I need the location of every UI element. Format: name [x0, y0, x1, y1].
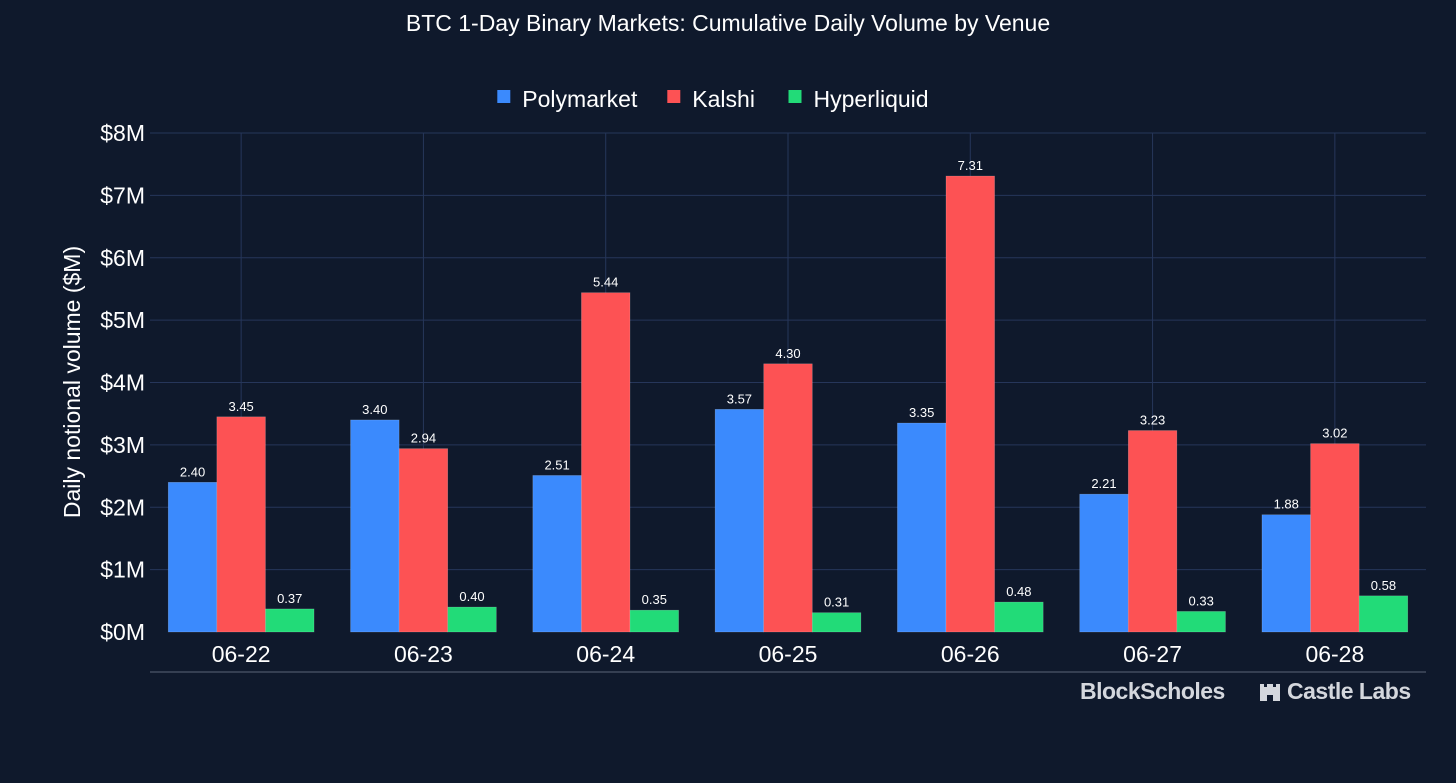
bar-kalshi-06-22	[216, 416, 266, 633]
y-tick-label: $7M	[100, 182, 145, 208]
y-tick-label: $1M	[100, 557, 145, 583]
data-label-polymarket: 1.88	[1274, 497, 1299, 512]
bar-hyperliquid-06-25	[811, 612, 862, 633]
data-label-kalshi: 3.45	[228, 399, 253, 414]
data-label-hyperliquid: 0.33	[1189, 593, 1214, 608]
data-label-kalshi: 3.02	[1322, 426, 1347, 441]
bar-kalshi-06-23	[398, 448, 449, 633]
legend-swatch-polymarket	[497, 90, 511, 103]
bar-polymarket-06-25	[714, 409, 764, 633]
y-tick-label: $8M	[100, 120, 145, 146]
data-label-polymarket: 3.57	[727, 391, 752, 406]
data-label-hyperliquid: 0.31	[824, 595, 849, 610]
data-label-polymarket: 3.35	[909, 405, 934, 420]
data-label-hyperliquid: 0.58	[1371, 578, 1396, 593]
legend-swatch-kalshi	[667, 90, 681, 103]
data-label-kalshi: 7.31	[958, 158, 983, 173]
castle-icon	[1260, 683, 1280, 701]
x-tick-label: 06-22	[212, 641, 271, 667]
x-tick-label: 06-25	[759, 641, 818, 667]
blockscholes-logo: BlockScholes	[1080, 678, 1225, 705]
bar-polymarket-06-22	[167, 481, 218, 633]
bar-polymarket-06-26	[897, 422, 947, 633]
y-tick-label: $3M	[100, 432, 145, 458]
data-label-hyperliquid: 0.40	[459, 589, 484, 604]
blockscholes-logo-text: BlockScholes	[1080, 678, 1225, 704]
bar-hyperliquid-06-27	[1176, 611, 1226, 633]
data-label-polymarket: 2.40	[180, 464, 205, 479]
x-tick-label: 06-23	[394, 641, 453, 667]
x-tick-label: 06-24	[576, 641, 635, 667]
bar-kalshi-06-27	[1127, 430, 1178, 633]
y-tick-label: $4M	[100, 370, 145, 396]
bar-hyperliquid-06-24	[629, 609, 679, 633]
y-axis-label: Daily notional volume ($M)	[59, 246, 85, 518]
y-tick-label: $5M	[100, 307, 145, 333]
bar-kalshi-06-24	[581, 292, 631, 633]
bar-kalshi-06-28	[1310, 443, 1360, 633]
data-label-polymarket: 2.21	[1091, 476, 1116, 491]
data-label-hyperliquid: 0.37	[277, 591, 302, 606]
legend-label-kalshi: Kalshi	[692, 86, 755, 112]
legend-label-hyperliquid: Hyperliquid	[814, 86, 929, 112]
chart-title: BTC 1-Day Binary Markets: Cumulative Dai…	[406, 10, 1050, 36]
bar-kalshi-06-25	[763, 363, 813, 633]
bar-hyperliquid-06-28	[1358, 595, 1409, 633]
bar-hyperliquid-06-26	[994, 601, 1044, 633]
castle-labs-logo: Castle Labs	[1259, 678, 1411, 705]
legend-swatch-hyperliquid	[788, 90, 802, 103]
bar-polymarket-06-28	[1261, 514, 1311, 633]
x-tick-label: 06-28	[1305, 641, 1364, 667]
x-tick-label: 06-27	[1123, 641, 1182, 667]
bar-polymarket-06-27	[1079, 493, 1129, 633]
data-label-polymarket: 3.40	[362, 402, 387, 417]
bar-polymarket-06-23	[350, 419, 400, 633]
data-label-kalshi: 4.30	[775, 346, 800, 361]
bar-kalshi-06-26	[945, 175, 995, 633]
y-tick-label: $2M	[100, 494, 145, 520]
data-label-hyperliquid: 0.48	[1006, 584, 1031, 599]
castle-labs-logo-text: Castle Labs	[1287, 678, 1411, 704]
data-label-hyperliquid: 0.35	[642, 592, 667, 607]
data-label-polymarket: 2.51	[544, 457, 569, 472]
y-tick-label: $6M	[100, 245, 145, 271]
y-tick-label: $0M	[100, 619, 145, 645]
data-label-kalshi: 3.23	[1140, 413, 1165, 428]
bar-polymarket-06-24	[532, 475, 582, 633]
legend-label-polymarket: Polymarket	[522, 86, 638, 112]
bar-hyperliquid-06-23	[447, 606, 497, 633]
data-label-kalshi: 2.94	[411, 431, 436, 446]
data-label-kalshi: 5.44	[593, 275, 618, 290]
bar-hyperliquid-06-22	[265, 608, 315, 633]
x-tick-label: 06-26	[941, 641, 1000, 667]
